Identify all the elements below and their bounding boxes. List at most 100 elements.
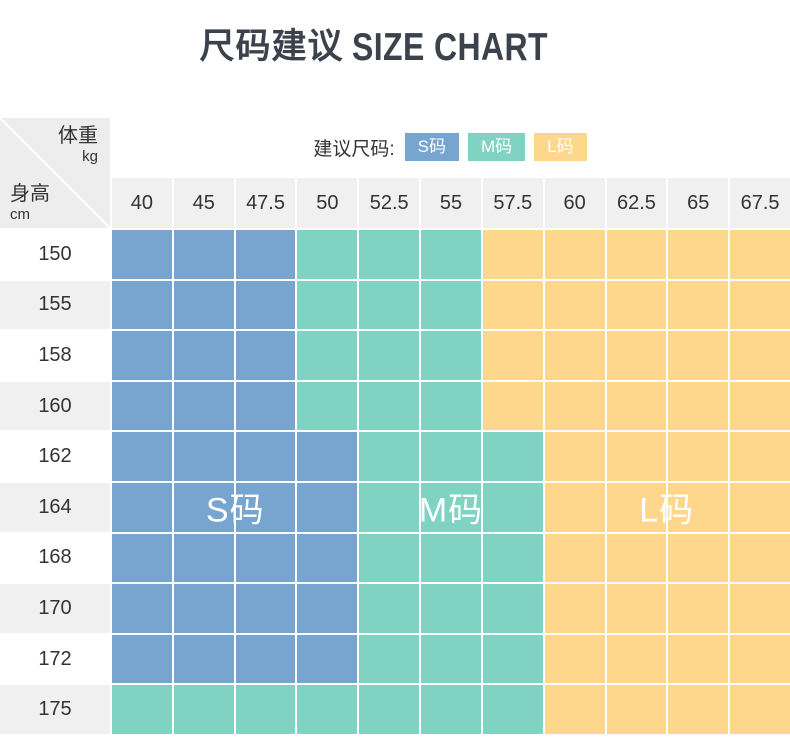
size-cell-168-60 — [544, 533, 605, 583]
size-cell-160-65 — [668, 381, 729, 431]
axis-corner-cell: 体重 kg 身高 cm — [0, 118, 110, 228]
size-cell-162-60 — [544, 432, 605, 481]
size-cell-158-62.5 — [606, 331, 667, 380]
size-cell-175-55 — [421, 685, 481, 734]
size-cell-168-65 — [668, 533, 729, 583]
size-cell-158-57.5 — [482, 331, 543, 380]
row-header-175: 175 — [0, 685, 110, 734]
size-cell-160-45 — [173, 381, 234, 431]
legend-chip-m: M码 — [467, 132, 526, 162]
size-cell-158-45 — [173, 331, 234, 380]
size-cell-170-65 — [668, 584, 729, 633]
legend-row: 建议尺码: S码 M码 L码 — [110, 118, 790, 176]
size-cell-162-50 — [297, 432, 358, 481]
row-header-170: 170 — [0, 584, 110, 633]
row-header-155: 155 — [0, 280, 110, 330]
legend-label: 建议尺码: — [313, 138, 395, 160]
size-cell-172-50 — [297, 634, 358, 684]
size-cell-155-45 — [173, 280, 234, 330]
size-cell-164-62.5 — [606, 482, 667, 532]
size-cell-175-50 — [297, 685, 358, 734]
size-cell-158-47.5 — [235, 331, 296, 380]
size-cell-175-57.5 — [482, 685, 543, 734]
weight-unit: kg — [82, 148, 98, 165]
size-cell-172-52.5 — [359, 634, 420, 684]
size-cell-155-47.5 — [235, 280, 296, 330]
size-cell-168-67.5 — [730, 533, 790, 583]
col-header-45: 45 — [173, 178, 234, 228]
size-cell-172-45 — [173, 634, 234, 684]
size-cell-170-62.5 — [606, 584, 667, 633]
size-cell-168-50 — [297, 533, 358, 583]
size-cell-155-55 — [421, 280, 481, 330]
col-header-52.5: 52.5 — [359, 178, 420, 228]
height-unit: cm — [10, 205, 30, 223]
size-cell-162-67.5 — [730, 432, 790, 481]
size-cell-168-52.5 — [359, 533, 420, 583]
size-cell-170-50 — [297, 584, 358, 633]
size-cell-155-50 — [297, 280, 358, 330]
size-cell-155-60 — [544, 280, 605, 330]
page-title: 尺码建议 SIZE CHART — [0, 18, 790, 70]
size-cell-160-67.5 — [730, 381, 790, 431]
weight-label: 体重 — [58, 125, 98, 147]
size-cell-160-57.5 — [482, 381, 543, 431]
size-cell-170-67.5 — [730, 584, 790, 633]
col-header-50: 50 — [297, 178, 358, 228]
size-cell-150-67.5 — [730, 230, 790, 279]
size-cell-162-57.5 — [482, 432, 543, 481]
size-cell-172-40 — [112, 634, 172, 684]
size-cell-162-47.5 — [235, 432, 296, 481]
size-cell-160-50 — [297, 381, 358, 431]
size-cell-164-40 — [112, 482, 172, 532]
size-cell-164-57.5 — [482, 482, 543, 532]
size-cell-155-57.5 — [482, 280, 543, 330]
legend-chips: S码 M码 L码 — [404, 132, 587, 162]
size-cell-155-65 — [668, 280, 729, 330]
size-cell-172-47.5 — [235, 634, 296, 684]
row-header-172: 172 — [0, 634, 110, 684]
size-cell-162-65 — [668, 432, 729, 481]
col-header-60: 60 — [544, 178, 605, 228]
col-header-62.5: 62.5 — [606, 178, 667, 228]
size-cell-160-62.5 — [606, 381, 667, 431]
col-header-40: 40 — [112, 178, 172, 228]
height-axis-label: 身高 cm — [10, 183, 50, 223]
size-cell-164-52.5 — [359, 482, 420, 532]
size-cell-158-52.5 — [359, 331, 420, 380]
size-cell-172-67.5 — [730, 634, 790, 684]
height-label: 身高 — [10, 182, 50, 205]
size-cell-150-60 — [544, 230, 605, 279]
size-cell-164-65 — [668, 482, 729, 532]
size-cell-172-60 — [544, 634, 605, 684]
size-cell-168-45 — [173, 533, 234, 583]
size-cell-175-45 — [173, 685, 234, 734]
size-cell-164-60 — [544, 482, 605, 532]
size-cell-162-52.5 — [359, 432, 420, 481]
legend-chip-l: L码 — [534, 132, 587, 162]
size-cell-175-52.5 — [359, 685, 420, 734]
size-cell-175-40 — [112, 685, 172, 734]
size-cell-160-52.5 — [359, 381, 420, 431]
weight-axis-label: 体重 kg — [58, 125, 98, 165]
size-cell-172-55 — [421, 634, 481, 684]
size-cell-168-57.5 — [482, 533, 543, 583]
size-cell-158-50 — [297, 331, 358, 380]
size-cell-162-55 — [421, 432, 481, 481]
size-cell-164-47.5 — [235, 482, 296, 532]
size-cell-170-55 — [421, 584, 481, 633]
size-cell-158-55 — [421, 331, 481, 380]
size-cell-168-47.5 — [235, 533, 296, 583]
size-cell-168-62.5 — [606, 533, 667, 583]
size-cell-150-45 — [173, 230, 234, 279]
size-cell-175-60 — [544, 685, 605, 734]
size-cell-150-52.5 — [359, 230, 420, 279]
size-cell-160-55 — [421, 381, 481, 431]
size-cell-170-45 — [173, 584, 234, 633]
size-cell-172-57.5 — [482, 634, 543, 684]
row-header-160: 160 — [0, 381, 110, 431]
size-cell-160-40 — [112, 381, 172, 431]
size-cell-155-62.5 — [606, 280, 667, 330]
size-cell-172-65 — [668, 634, 729, 684]
